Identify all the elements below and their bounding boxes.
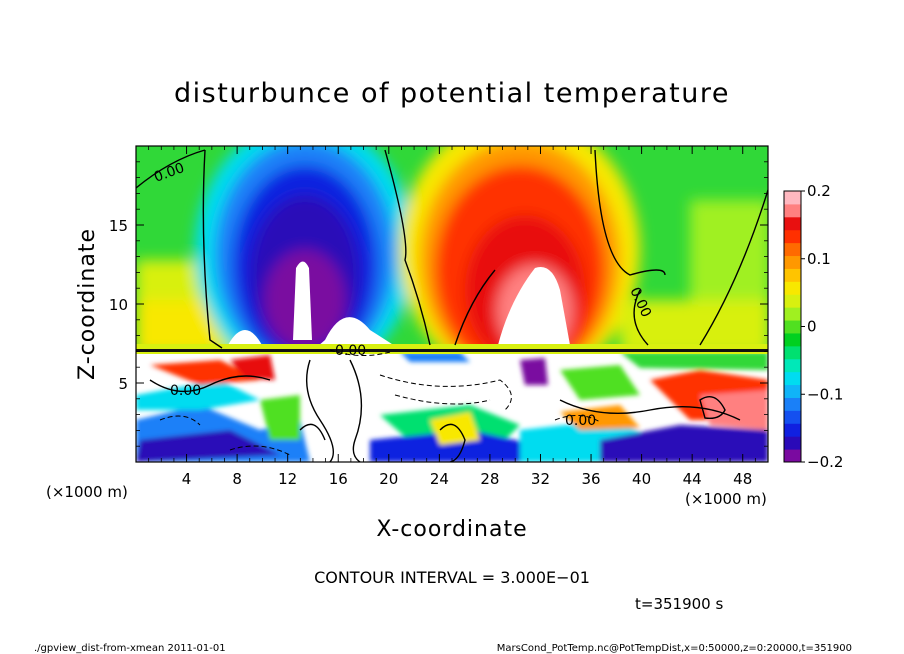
colorbar-tick-label: 0.1 — [807, 250, 831, 268]
colorbar-swatch — [784, 242, 801, 257]
colorbar-swatch — [784, 410, 801, 424]
footer-right: MarsCond_PotTemp.nc@PotTempDist,x=0:5000… — [497, 643, 852, 654]
x-tick-label: 32 — [531, 470, 550, 488]
colorbar-swatch — [784, 371, 801, 386]
colorbar-swatch — [784, 423, 801, 437]
colorbar-swatch — [784, 229, 801, 244]
colorbar — [784, 191, 801, 463]
colorbar-swatch — [784, 216, 801, 231]
x-unit-right: (×1000 m) — [685, 490, 767, 508]
dashed-contours — [159, 349, 601, 456]
contour-label: 0.00 — [335, 343, 366, 359]
contour-label: 0.00 — [170, 383, 201, 399]
colorbar-swatch — [784, 397, 801, 411]
y-tick-label: 10 — [109, 296, 128, 314]
colorbar-swatch — [784, 268, 801, 282]
y-tick-label: 15 — [109, 217, 128, 235]
cold-core-white — [293, 261, 312, 340]
y-tick-label: 5 — [118, 375, 128, 393]
colorbar-tick-label: −0.2 — [807, 453, 843, 471]
colorbar-swatch — [784, 203, 801, 218]
colorbar-swatch — [784, 307, 801, 321]
colorbar-swatch — [784, 345, 801, 360]
x-tick-label: 28 — [480, 470, 499, 488]
colorbar-tick-label: 0 — [807, 318, 817, 336]
lower-field-patches — [136, 352, 768, 462]
footer-left: ./gpview_dist-from-xmean 2011-01-01 — [34, 643, 226, 654]
x-tick-label: 8 — [232, 470, 242, 488]
x-tick-label: 40 — [632, 470, 651, 488]
colorbar-swatch — [784, 332, 801, 347]
colorbar-swatch — [784, 449, 801, 463]
y-axis: 5 10 15 — [109, 161, 768, 447]
x-tick-label: 16 — [329, 470, 348, 488]
x-axis-label: X-coordinate — [376, 517, 527, 542]
colorbar-swatch — [784, 320, 801, 334]
chart-title: disturbunce of potential temperature — [174, 78, 730, 109]
colorbar-swatch — [784, 255, 801, 269]
x-tick-label: 24 — [430, 470, 449, 488]
contour-interval-text: CONTOUR INTERVAL = 3.000E−01 — [314, 568, 590, 587]
colorbar-tick-label: 0.2 — [807, 182, 831, 200]
colorbar-swatch — [784, 384, 801, 398]
x-axis: 4 8 12 16 20 24 28 32 36 40 44 48 — [148, 146, 756, 488]
x-tick-label: 44 — [683, 470, 702, 488]
contour-lines — [136, 149, 768, 462]
heatmap-field — [136, 146, 768, 462]
colorbar-swatch — [784, 281, 801, 295]
colorbar-labels: 0.2 0.1 0 −0.1 −0.2 — [801, 182, 843, 471]
colorbar-swatch — [784, 358, 801, 373]
x-tick-label: 4 — [182, 470, 192, 488]
x-tick-label: 36 — [581, 470, 600, 488]
y-axis-label: Z-coordinate — [75, 228, 100, 380]
colorbar-swatch — [784, 191, 801, 205]
colorbar-tick-label: −0.1 — [807, 385, 843, 403]
x-tick-label: 12 — [278, 470, 297, 488]
colorbar-swatch — [784, 294, 801, 308]
x-tick-label: 48 — [733, 470, 752, 488]
time-text: t=351900 s — [635, 595, 723, 613]
warm-core-white — [498, 266, 570, 345]
contour-label: 0.00 — [565, 413, 596, 429]
colorbar-swatch — [784, 436, 801, 450]
x-unit-left: (×1000 m) — [46, 483, 128, 501]
x-tick-label: 20 — [379, 470, 398, 488]
